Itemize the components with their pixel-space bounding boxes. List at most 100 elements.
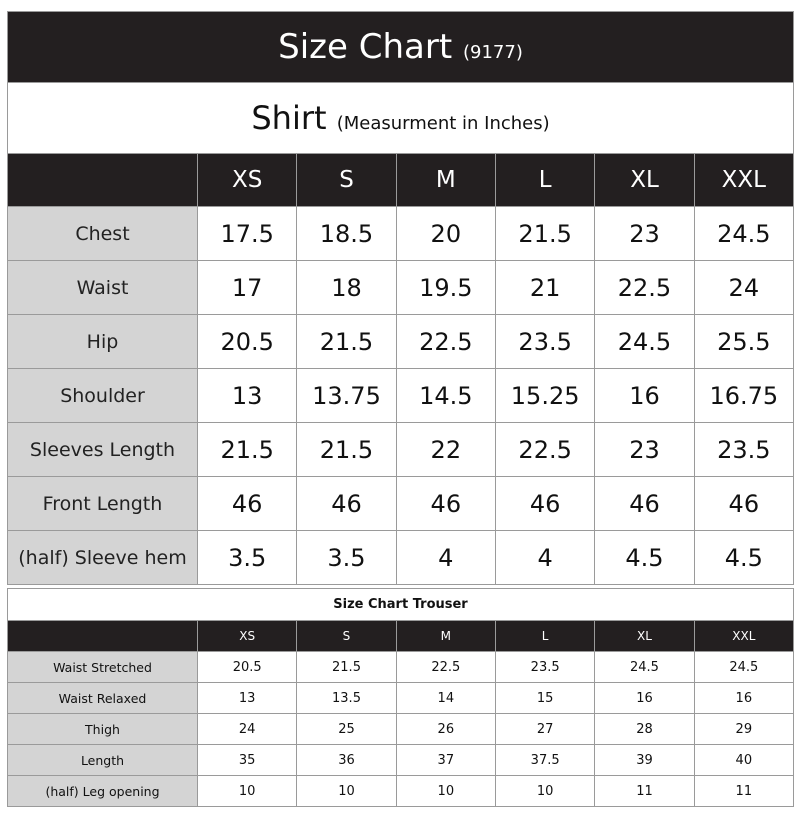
row-label: Chest [7, 206, 198, 261]
table-row: Waist Relaxed 13 13.5 14 15 16 16 [7, 682, 795, 714]
table-row: Sleeves Length 21.5 21.5 22 22.5 23 23.5 [7, 422, 795, 477]
measurement-cell: 46 [395, 476, 496, 531]
measurement-cell: 16 [594, 682, 695, 714]
measurement-cell: 46 [196, 476, 298, 531]
measurement-cell: 37.5 [494, 744, 596, 776]
table-row: Front Length 46 46 46 46 46 46 [7, 476, 795, 531]
measurement-cell: 20.5 [196, 651, 298, 683]
measurement-cell: 13 [196, 682, 298, 714]
measurement-cell: 23 [594, 422, 695, 477]
measurement-cell: 24.5 [693, 206, 795, 261]
measurement-cell: 24 [693, 260, 795, 315]
shirt-size-table: Size Chart (9177) Shirt (Measurment in I… [7, 11, 795, 585]
chart-title: Size Chart (9177) [7, 11, 794, 83]
table-row: (half) Leg opening 10 10 10 10 11 11 [7, 775, 795, 807]
measurement-cell: 10 [196, 775, 298, 807]
size-header-m: M [395, 153, 496, 207]
measurement-cell: 3.5 [196, 530, 298, 585]
row-label: Thigh [7, 713, 198, 745]
row-label: (half) Leg opening [7, 775, 198, 807]
measurement-cell: 22.5 [594, 260, 695, 315]
size-header-row: XS S M L XL XXL [7, 153, 795, 207]
row-label: Hip [7, 314, 198, 369]
size-header-xs: XS [196, 153, 298, 207]
measurement-cell: 18 [296, 260, 397, 315]
unit-note: (Measurment in Inches) [336, 113, 550, 134]
row-label: (half) Sleeve hem [7, 530, 198, 585]
table-row: Shoulder 13 13.75 14.5 15.25 16 16.75 [7, 368, 795, 423]
measurement-cell: 22.5 [395, 314, 496, 369]
table-row: Waist 17 18 19.5 21 22.5 24 [7, 260, 795, 315]
measurement-cell: 24 [196, 713, 298, 745]
size-header-row: XS S M L XL XXL [7, 620, 795, 652]
measurement-cell: 28 [594, 713, 695, 745]
measurement-cell: 22.5 [494, 422, 596, 477]
measurement-cell: 21.5 [196, 422, 298, 477]
row-label: Waist Relaxed [7, 682, 198, 714]
measurement-cell: 17.5 [196, 206, 298, 261]
measurement-cell: 29 [693, 713, 795, 745]
measurement-cell: 4.5 [594, 530, 695, 585]
row-label: Front Length [7, 476, 198, 531]
size-header-xxl: XXL [693, 620, 795, 652]
subtitle-text: Shirt [251, 99, 327, 137]
measurement-cell: 26 [395, 713, 496, 745]
measurement-cell: 15.25 [494, 368, 596, 423]
row-label: Sleeves Length [7, 422, 198, 477]
measurement-cell: 23.5 [494, 314, 596, 369]
shirt-subtitle: Shirt (Measurment in Inches) [7, 82, 794, 154]
measurement-cell: 25 [296, 713, 397, 745]
size-header-xl: XL [594, 620, 695, 652]
measurement-cell: 4 [395, 530, 496, 585]
measurement-cell: 3.5 [296, 530, 397, 585]
measurement-cell: 21.5 [296, 314, 397, 369]
measurement-cell: 23 [594, 206, 695, 261]
measurement-cell: 21.5 [296, 651, 397, 683]
measurement-cell: 37 [395, 744, 496, 776]
measurement-cell: 13.75 [296, 368, 397, 423]
measurement-cell: 11 [594, 775, 695, 807]
measurement-cell: 14 [395, 682, 496, 714]
table-row: Thigh 24 25 26 27 28 29 [7, 713, 795, 745]
measurement-cell: 13 [196, 368, 298, 423]
measurement-cell: 23.5 [693, 422, 795, 477]
measurement-cell: 19.5 [395, 260, 496, 315]
measurement-cell: 4.5 [693, 530, 795, 585]
measurement-cell: 46 [296, 476, 397, 531]
measurement-cell: 16.75 [693, 368, 795, 423]
measurement-cell: 27 [494, 713, 596, 745]
measurement-cell: 46 [594, 476, 695, 531]
table-row: Waist Stretched 20.5 21.5 22.5 23.5 24.5 24.5 [7, 651, 795, 683]
measurement-cell: 46 [494, 476, 596, 531]
size-header-s: S [296, 620, 397, 652]
product-code: (9177) [463, 42, 523, 63]
measurement-cell: 11 [693, 775, 795, 807]
measurement-cell: 4 [494, 530, 596, 585]
measurement-cell: 23.5 [494, 651, 596, 683]
table-row: Hip 20.5 21.5 22.5 23.5 24.5 25.5 [7, 314, 795, 369]
measurement-cell: 24.5 [594, 651, 695, 683]
measurement-cell: 13.5 [296, 682, 397, 714]
measurement-cell: 22.5 [395, 651, 496, 683]
size-header-m: M [395, 620, 496, 652]
row-label: Waist Stretched [7, 651, 198, 683]
measurement-cell: 21.5 [494, 206, 596, 261]
row-label: Length [7, 744, 198, 776]
size-header-xl: XL [594, 153, 695, 207]
size-header-xs: XS [196, 620, 298, 652]
measurement-cell: 10 [395, 775, 496, 807]
measurement-cell: 17 [196, 260, 298, 315]
size-header-xxl: XXL [693, 153, 795, 207]
measurement-cell: 20 [395, 206, 496, 261]
measurement-cell: 16 [693, 682, 795, 714]
title-text: Size Chart [278, 27, 453, 67]
measurement-cell: 10 [296, 775, 397, 807]
measurement-cell: 15 [494, 682, 596, 714]
table-row: Chest 17.5 18.5 20 21.5 23 24.5 [7, 206, 795, 261]
table-row: Length 35 36 37 37.5 39 40 [7, 744, 795, 776]
measurement-cell: 20.5 [196, 314, 298, 369]
measurement-cell: 21 [494, 260, 596, 315]
measurement-cell: 39 [594, 744, 695, 776]
size-header-l: L [494, 620, 596, 652]
trouser-size-table: Size Chart Trouser XS S M L XL XXL Waist Stre… [7, 588, 795, 807]
